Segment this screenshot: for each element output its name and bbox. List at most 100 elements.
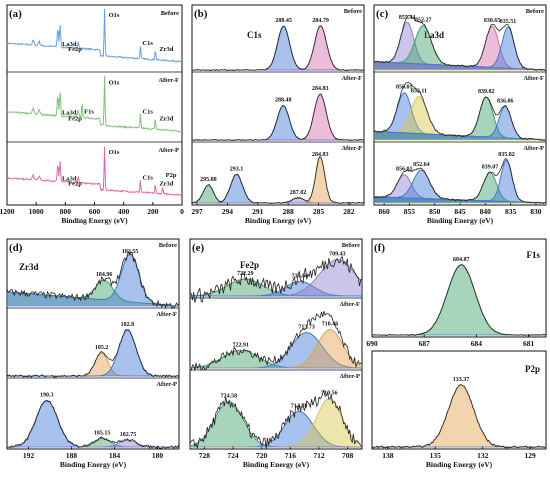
peak-value-label: 839.07	[482, 165, 499, 171]
peak-name-label: F1s	[84, 109, 94, 116]
panel-label: (b)	[194, 8, 208, 20]
fit-component-fill	[192, 185, 364, 203]
peak-value-label: 722.91	[233, 342, 250, 348]
fit-component-fill	[374, 172, 546, 203]
x-tick-label: 728	[199, 451, 211, 460]
peak-value-label: 284.79	[312, 18, 329, 24]
peak-name-label: P2p	[166, 172, 177, 179]
raw-spectrum-line	[373, 15, 547, 71]
peak-name-label: Fe2p	[68, 46, 82, 53]
fit-component-fill	[7, 253, 179, 306]
panel-title: F1s	[527, 250, 541, 260]
fit-component-fill	[372, 264, 546, 335]
peak-value-label: 185.2	[95, 345, 109, 351]
peak-value-label: 287.02	[290, 190, 307, 196]
peak-value-label: 839.82	[478, 89, 495, 95]
peak-value-label: 722.29	[237, 271, 254, 277]
peak-value-label: 714.66	[292, 273, 309, 279]
row-state-label: After-F	[339, 301, 360, 308]
x-tick-label: 724	[227, 451, 239, 460]
x-axis-label: Binding Energy (eV)	[426, 460, 493, 469]
survey-line-after-f	[6, 75, 183, 133]
peak-value-label: 284.83	[312, 86, 329, 92]
fit-component-fill	[374, 25, 546, 70]
x-tick-label: 800	[60, 207, 72, 216]
peak-value-label: 724.58	[221, 394, 238, 400]
x-tick-label: 1200	[0, 207, 15, 216]
panel-label: (c)	[376, 8, 389, 20]
panel-frame-d	[6, 238, 180, 450]
row-state-label: After-F	[523, 75, 544, 82]
fit-component-fill	[190, 398, 362, 447]
row-state-label: After-P	[341, 145, 362, 152]
fit-component-fill	[190, 411, 362, 447]
fit-component-fill	[7, 330, 179, 376]
peak-name-label: C1s	[142, 40, 153, 47]
x-tick-label: 1000	[29, 207, 44, 216]
x-axis-label: Binding Energy (eV)	[60, 460, 127, 469]
panel-label: (a)	[9, 8, 22, 20]
fit-component-fill	[192, 174, 364, 203]
peak-value-label: 714.78	[291, 403, 308, 409]
peak-value-label: 190.3	[40, 392, 54, 398]
panel-title: P2p	[525, 364, 540, 374]
peak-value-label: 182.75	[120, 432, 137, 438]
row-state-label: Before	[344, 8, 362, 15]
row-state-label: Before	[526, 8, 544, 15]
raw-spectrum-line	[191, 93, 365, 142]
raw-spectrum-line	[6, 250, 180, 310]
peak-name-label: Zr3d	[159, 180, 173, 187]
peak-value-label: 133.37	[453, 377, 470, 383]
x-tick-label: 138	[382, 451, 394, 460]
fit-component-fill	[190, 281, 362, 296]
x-tick-label: 135	[430, 451, 442, 460]
peak-name-label: O1s	[109, 12, 120, 19]
x-tick-label: 297	[191, 207, 203, 216]
panel-title: La3d	[424, 30, 444, 40]
x-axis-label: Binding Energy (eV)	[243, 460, 310, 469]
peak-value-label: 852.64	[413, 162, 430, 168]
fit-component-fill	[192, 26, 364, 71]
peak-value-label: 288.48	[275, 98, 292, 104]
fit-component-fill	[190, 329, 362, 368]
fit-component-fill	[374, 170, 546, 203]
row-state-label: After-P	[523, 145, 544, 152]
panel-title: Zr3d	[19, 262, 39, 272]
fit-component-fill	[192, 26, 364, 70]
peak-name-label: Fe2p	[68, 115, 82, 122]
panel-frame-g	[371, 350, 547, 450]
x-tick-label: 188	[66, 451, 78, 460]
peak-name-label: O1s	[109, 79, 120, 86]
peak-value-label: 855.44	[399, 15, 416, 21]
panel-label: (e)	[192, 242, 205, 254]
row-state-label: After-F	[341, 75, 362, 82]
x-tick-label: 184	[109, 451, 121, 460]
peak-value-label: 284.83	[312, 152, 329, 158]
fit-component-fill	[374, 27, 546, 70]
x-tick-label: 690	[366, 339, 378, 348]
fit-component-fill	[372, 385, 546, 447]
peak-value-label: 853.11	[411, 88, 427, 94]
fit-component-fill	[192, 94, 364, 140]
peak-value-label: 835.51	[500, 19, 517, 25]
peak-value-label: 182.55	[122, 249, 139, 255]
x-tick-label: 681	[523, 339, 535, 348]
x-tick-label: 684	[471, 339, 483, 348]
x-tick-label: 285	[313, 207, 325, 216]
x-tick-label: 835	[505, 207, 517, 216]
peak-value-label: 852.27	[415, 18, 432, 24]
peak-value-label: 295.88	[200, 177, 217, 183]
row-state-label: Before	[161, 10, 179, 17]
peak-name-label: Fe2p	[68, 180, 82, 187]
fit-component-fill	[192, 156, 364, 203]
x-tick-label: 288	[282, 207, 294, 216]
raw-spectrum-line	[373, 157, 547, 204]
fit-component-fill	[374, 92, 546, 140]
fit-component-fill	[7, 440, 179, 447]
peak-name-label: La3d	[62, 41, 77, 48]
raw-spectrum-line	[6, 400, 180, 450]
fit-component-fill	[190, 259, 362, 296]
fit-component-fill	[7, 353, 179, 376]
peak-value-label: 184.96	[96, 272, 113, 278]
peak-value-label: 856.01	[396, 167, 413, 173]
